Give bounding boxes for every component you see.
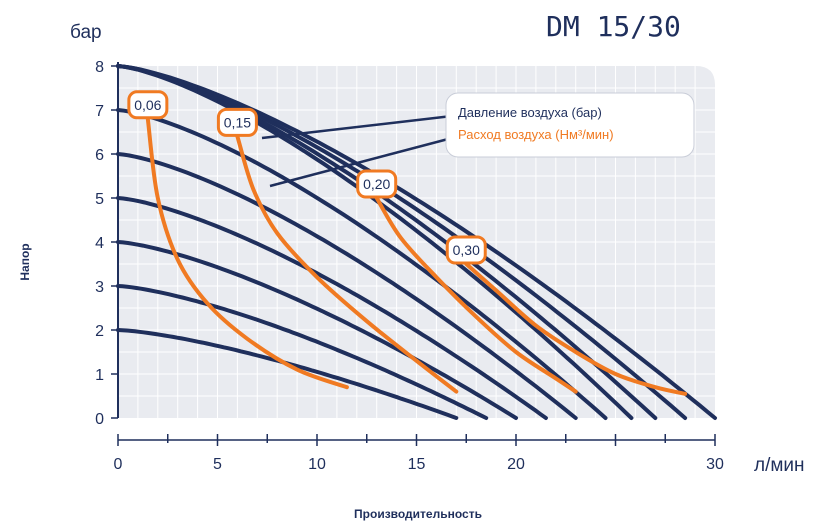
legend-leader-flow <box>269 136 453 188</box>
x-tick-label: 0 <box>114 456 123 473</box>
pressure-curve-5 <box>116 152 578 420</box>
pressure-lines <box>116 64 717 420</box>
pressure-curve-4 <box>116 196 548 420</box>
flow-label: 0,20 <box>363 176 390 192</box>
legend-entry: Давление воздуха (бар) <box>458 105 602 120</box>
legend: Давление воздуха (бар) Расход воздуха (Нм… <box>261 92 695 188</box>
y-tick-label: 7 <box>95 103 104 120</box>
y-tick-label: 3 <box>95 279 104 296</box>
flow-curve-3 <box>374 196 578 394</box>
y-axis-label: Напор <box>18 243 32 280</box>
legend-entry: Расход воздуха (Нм³/мин) <box>458 127 614 142</box>
y-tick-label: 5 <box>95 191 104 208</box>
x-unit-label: л/мин <box>754 455 805 476</box>
flow-label-box <box>216 107 258 137</box>
y-tick-label: 4 <box>95 235 104 252</box>
flow-label-box <box>127 90 169 120</box>
flow-curve-4 <box>464 262 688 396</box>
flow-curve-1 <box>145 116 349 390</box>
pressure-curve-3 <box>116 240 518 420</box>
x-axis-label: Производительность <box>354 507 482 521</box>
x-tick-label: 5 <box>213 456 222 473</box>
pressure-curve-2 <box>116 284 489 420</box>
x-tick-label: 15 <box>408 456 426 473</box>
chart-title: DM 15/30 <box>546 10 681 43</box>
x-tick-label: 30 <box>706 456 724 473</box>
x-tick-label: 10 <box>308 456 326 473</box>
flow-label: 0,30 <box>453 242 480 258</box>
y-tick-label: 6 <box>95 147 104 164</box>
y-tick-label: 8 <box>95 59 104 76</box>
pressure-curve-10 <box>116 64 717 420</box>
x-ticks: 0 5 10 15 20 30 <box>114 434 724 473</box>
x-tick-label: 20 <box>507 456 525 473</box>
flow-label: 0,15 <box>224 114 251 130</box>
flow-label: 0,06 <box>134 97 161 113</box>
flow-lines: 0,06 0,15 0,20 0,30 <box>127 90 688 396</box>
y-ticks: 0 1 2 3 4 5 6 7 8 <box>95 59 118 428</box>
y-tick-label: 2 <box>95 323 104 340</box>
legend-leader-pressure <box>261 114 453 140</box>
y-tick-label: 0 <box>95 411 104 428</box>
y-tick-label: 1 <box>95 367 104 384</box>
flow-curve-2 <box>235 134 459 394</box>
flow-label-box <box>356 169 398 199</box>
flow-label-box <box>445 235 487 265</box>
legend-box <box>445 92 695 158</box>
y-unit-label: бар <box>70 22 102 43</box>
pressure-curve-6 <box>116 108 608 420</box>
